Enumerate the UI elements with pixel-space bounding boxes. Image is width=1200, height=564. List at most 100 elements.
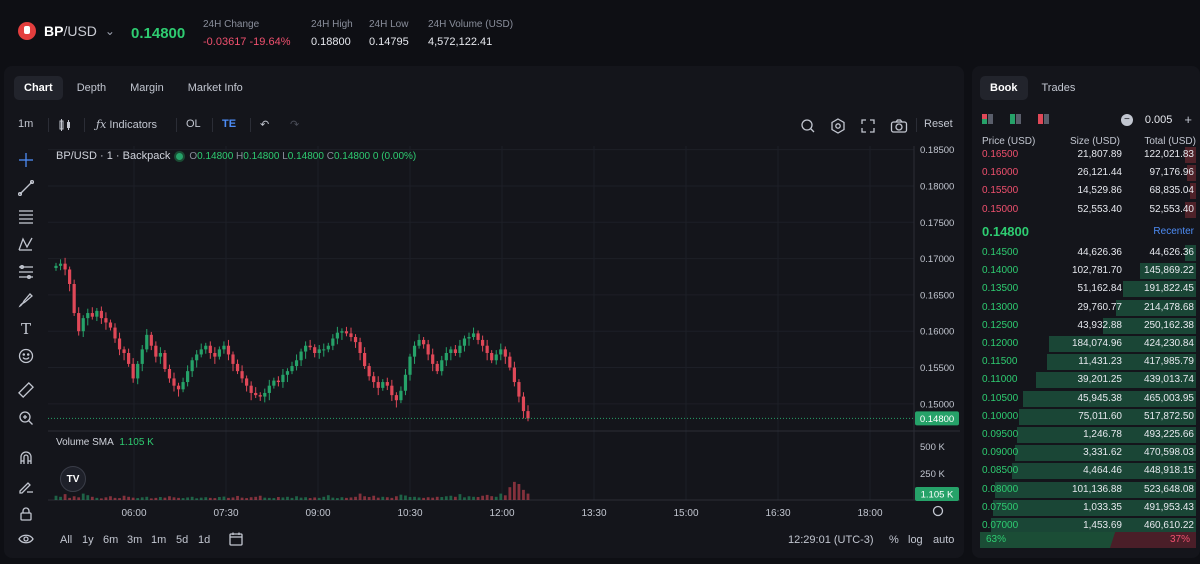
- range-1y[interactable]: 1y: [82, 534, 94, 546]
- volume-bar: [109, 496, 112, 500]
- book-row[interactable]: 0.13000 29,760.77 214,478.68: [972, 299, 1200, 317]
- book-row[interactable]: 0.14500 44,626.36 44,626.36: [972, 244, 1200, 262]
- pattern-icon[interactable]: [18, 236, 34, 256]
- candle-body: [213, 353, 217, 357]
- log-toggle[interactable]: log: [908, 534, 923, 546]
- row-size: 11,431.23: [1078, 356, 1122, 368]
- range-all[interactable]: All: [60, 534, 73, 546]
- book-row[interactable]: 0.14000 102,781.70 145,869.22: [972, 262, 1200, 280]
- book-row[interactable]: 0.08000 101,136.88 523,648.08: [972, 481, 1200, 499]
- camera-icon[interactable]: [890, 118, 908, 137]
- volume-current-tag: [915, 487, 959, 501]
- chart-tabs: Chart Depth Margin Market Info: [14, 76, 253, 100]
- row-price: 0.09000: [982, 447, 1019, 459]
- book-row[interactable]: 0.07000 1,453.69 460,610.22: [972, 517, 1200, 535]
- row-size: 75,011.60: [1078, 410, 1122, 422]
- indicators-button[interactable]: ƒx Indicators: [96, 118, 158, 131]
- candle-body: [385, 382, 389, 386]
- x-tick-label: 12:00: [489, 508, 514, 519]
- range-6m[interactable]: 6m: [103, 534, 119, 546]
- auto-toggle[interactable]: auto: [933, 534, 955, 546]
- volume-bar: [118, 498, 121, 500]
- row-total: 517,872.50: [1143, 410, 1194, 422]
- ruler-icon[interactable]: [18, 382, 34, 402]
- minus-icon[interactable]: −: [1120, 113, 1133, 126]
- chevron-down-icon[interactable]: ⌄: [104, 24, 115, 38]
- pair-selector[interactable]: BP/USD ⌄: [18, 22, 115, 40]
- book-row[interactable]: 0.12000 184,074.96 424,230.84: [972, 335, 1200, 353]
- book-row[interactable]: 0.12500 43,932.88 250,162.38: [972, 317, 1200, 335]
- book-row[interactable]: 0.10500 45,945.38 465,003.95: [972, 390, 1200, 408]
- range-1d[interactable]: 1d: [198, 534, 211, 546]
- ol-button[interactable]: OL: [186, 118, 201, 130]
- magnet-icon[interactable]: [18, 450, 34, 470]
- settings-gear-icon[interactable]: [830, 118, 846, 137]
- undo-icon[interactable]: ↶: [260, 119, 270, 131]
- eye-icon[interactable]: [18, 532, 34, 549]
- row-size: 4,464.46: [1083, 465, 1122, 477]
- book-row[interactable]: 0.16000 26,121.44 97,176.96: [972, 164, 1200, 182]
- book-row[interactable]: 0.08500 4,464.46 448,918.15: [972, 462, 1200, 480]
- volume-bar: [168, 496, 171, 500]
- reset-button[interactable]: Reset: [924, 118, 953, 130]
- row-total: 191,822.45: [1143, 283, 1194, 295]
- volume-bar: [354, 496, 357, 500]
- range-5d[interactable]: 5d: [176, 534, 189, 546]
- book-row[interactable]: 0.11500 11,431.23 417,985.79: [972, 353, 1200, 371]
- candle-body: [326, 345, 330, 350]
- range-1m[interactable]: 1m: [151, 534, 167, 546]
- volume-bar: [299, 497, 303, 500]
- book-row[interactable]: 0.10000 75,011.60 517,872.50: [972, 408, 1200, 426]
- horizontal-lines-icon[interactable]: [18, 208, 34, 228]
- book-row[interactable]: 0.13500 51,162.84 191,822.45: [972, 280, 1200, 298]
- candle-body: [240, 371, 244, 379]
- zoom-in-icon[interactable]: [18, 410, 34, 430]
- book-row[interactable]: 0.16500 21,807.89 122,021.83: [972, 146, 1200, 164]
- tab-book[interactable]: Book: [980, 76, 1028, 100]
- book-row[interactable]: 0.11000 39,201.25 439,013.74: [972, 371, 1200, 389]
- emoji-icon[interactable]: [18, 348, 34, 368]
- book-asks-only-icon[interactable]: [1038, 114, 1049, 124]
- tradingview-logo[interactable]: TV: [60, 466, 86, 492]
- tab-market-info[interactable]: Market Info: [187, 82, 243, 94]
- price-chart[interactable]: 0.18500 0.18000 0.17500 0.17000 0.16500 0.160…: [48, 146, 960, 522]
- te-button[interactable]: TE: [222, 118, 237, 130]
- tab-trades[interactable]: Trades: [1041, 82, 1076, 94]
- book-row[interactable]: 0.09500 1,246.78 493,225.66: [972, 426, 1200, 444]
- crosshair-icon[interactable]: [18, 152, 34, 172]
- lock-icon[interactable]: [18, 506, 34, 526]
- tab-depth[interactable]: Depth: [76, 82, 107, 94]
- volume-current-label: 1.105 K: [921, 490, 954, 501]
- candle-body: [263, 392, 267, 397]
- interval-button[interactable]: 1m: [18, 118, 34, 130]
- brush-icon[interactable]: [18, 292, 34, 312]
- book-bids-only-icon[interactable]: [1010, 114, 1021, 124]
- fullscreen-icon[interactable]: [860, 118, 876, 137]
- range-3m[interactable]: 3m: [127, 534, 143, 546]
- book-both-sides-icon[interactable]: [982, 114, 993, 124]
- tab-chart[interactable]: Chart: [14, 76, 63, 100]
- row-size: 3,331.62: [1083, 447, 1122, 459]
- plus-icon[interactable]: +: [1184, 112, 1192, 127]
- percent-toggle[interactable]: %: [889, 534, 899, 546]
- redo-icon[interactable]: ↷: [290, 119, 300, 131]
- x-tick-label: 15:00: [673, 508, 698, 519]
- draw-lock-icon[interactable]: [18, 478, 34, 498]
- fib-icon[interactable]: [18, 264, 34, 284]
- book-row[interactable]: 0.09000 3,331.62 470,598.03: [972, 444, 1200, 462]
- candle-body: [81, 318, 85, 332]
- row-total: 439,013.74: [1143, 374, 1194, 386]
- text-tool-icon[interactable]: T: [20, 320, 31, 338]
- book-row[interactable]: 0.15500 14,529.86 68,835.04: [972, 182, 1200, 200]
- book-row[interactable]: 0.15000 52,553.40 52,553.40: [972, 201, 1200, 219]
- zoom-search-icon[interactable]: [800, 118, 816, 137]
- candle-body: [86, 313, 90, 319]
- book-row[interactable]: 0.07500 1,033.35 491,953.43: [972, 499, 1200, 517]
- recenter-button[interactable]: Recenter: [1153, 226, 1194, 237]
- market-header: BP/USD ⌄ 0.14800 24H Change -0.03617 -19…: [0, 0, 1200, 64]
- tab-margin[interactable]: Margin: [130, 82, 164, 94]
- trend-line-icon[interactable]: [17, 179, 35, 200]
- candle-type-icon[interactable]: [58, 118, 72, 135]
- date-range-icon[interactable]: [228, 531, 244, 550]
- clock-display[interactable]: 12:29:01 (UTC-3): [788, 534, 874, 546]
